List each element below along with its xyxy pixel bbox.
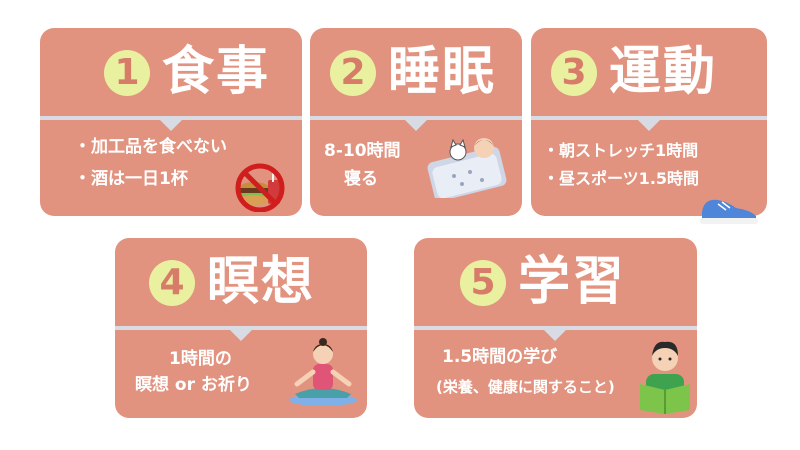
- card-title: 食事: [162, 42, 271, 102]
- divider-pointer: [543, 329, 567, 341]
- card-body-line: 1時間の: [169, 349, 232, 369]
- number-badge: 5: [460, 260, 506, 306]
- card-body-line: ・酒は一日1杯: [74, 169, 188, 189]
- card-body-line: 8-10時間: [324, 141, 401, 161]
- meditating-woman-icon: [289, 338, 357, 406]
- divider-pointer: [637, 119, 661, 131]
- card-study: 5 学習 1.5時間の学び (栄養、健康に関すること): [414, 238, 697, 418]
- divider: [310, 116, 522, 120]
- card-title: 運動: [609, 42, 718, 102]
- card-body-line: ・朝ストレッチ1時間: [543, 141, 699, 160]
- divider-pointer: [404, 119, 428, 131]
- number-badge: 4: [149, 260, 195, 306]
- card-title: 睡眠: [388, 42, 497, 102]
- card-body-line: 1.5時間の学び: [442, 347, 558, 367]
- number-badge: 3: [551, 50, 597, 96]
- number-badge: 2: [330, 50, 376, 96]
- card-header: 5 学習: [414, 238, 697, 328]
- card-body-line: ・加工品を食べない: [74, 137, 227, 157]
- card-meditation: 4 瞑想 1時間の 瞑想 or お祈り: [115, 238, 367, 418]
- card-body-line: ・昼スポーツ1.5時間: [543, 169, 700, 188]
- no-junk-food-icon: [235, 163, 285, 212]
- sleeping-person-cat-icon: [427, 138, 507, 198]
- divider: [40, 116, 302, 120]
- divider: [115, 326, 367, 330]
- card-header: 4 瞑想: [115, 238, 367, 328]
- number-badge: 1: [104, 50, 150, 96]
- card-body-line: 寝る: [344, 169, 378, 189]
- card-sleep: 2 睡眠 8-10時間 寝る: [310, 28, 522, 216]
- card-header: 2 睡眠: [310, 28, 522, 118]
- divider: [414, 326, 697, 330]
- card-title: 瞑想: [207, 252, 316, 312]
- card-title: 学習: [518, 252, 627, 312]
- divider-pointer: [229, 329, 253, 341]
- card-diet: 1 食事 ・加工品を食べない ・酒は一日1杯: [40, 28, 302, 216]
- divider: [531, 116, 767, 120]
- card-exercise: 3 運動 ・朝ストレッチ1時間 ・昼スポーツ1.5時間: [531, 28, 767, 216]
- sneaker-icon: [700, 199, 758, 224]
- card-body-line: 瞑想 or お祈り: [135, 375, 252, 395]
- card-header: 1 食事: [40, 28, 302, 118]
- card-body-line: (栄養、健康に関すること): [436, 378, 615, 396]
- card-header: 3 運動: [531, 28, 767, 118]
- reading-man-icon: [640, 341, 690, 414]
- divider-pointer: [159, 119, 183, 131]
